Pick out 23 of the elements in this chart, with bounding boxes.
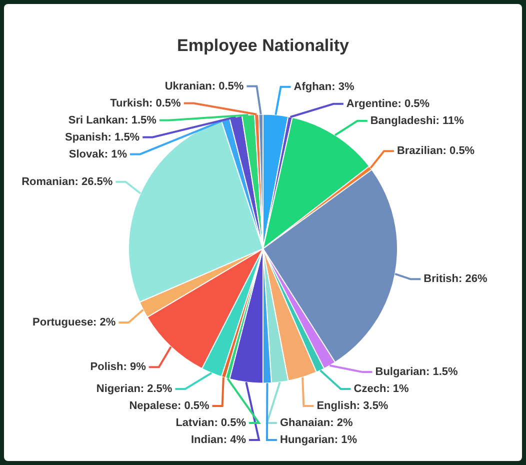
chart-title: Employee Nationality <box>177 36 350 55</box>
slice-label: Polish: 9% <box>90 361 146 374</box>
slice-label: Portuguese: 2% <box>32 316 116 329</box>
slice-label: Brazilian: 0.5% <box>396 145 475 158</box>
slice-label: Argentine: 0.5% <box>346 98 430 110</box>
slice-label: Indian: 4% <box>190 434 246 446</box>
slice-label: Spanish: 1.5% <box>65 131 140 144</box>
slice-label: Hungarian: 1% <box>280 434 358 446</box>
slice-label: Czech: 1% <box>354 383 410 396</box>
slice-label: Turkish: 0.5% <box>110 97 182 110</box>
slice-label: Ghanaian: 2% <box>280 417 353 430</box>
slice-label: Latvian: 0.5% <box>176 417 246 430</box>
slice-label: Bulgarian: 1.5% <box>375 366 458 378</box>
slice-label: Nepalese: 0.5% <box>129 400 210 412</box>
slice-label: British: 26% <box>424 273 488 286</box>
slice-label: Ukranian: 0.5% <box>164 80 244 92</box>
slice-label: Bangladeshi: 11% <box>370 114 464 127</box>
slice-label: Slovak: 1% <box>68 148 128 160</box>
slice-label: Romanian: 26.5% <box>22 176 113 188</box>
slice-label: Sri Lankan: 1.5% <box>68 114 157 126</box>
slice-label: English: 3.5% <box>316 400 388 412</box>
slice-label: Nigerian: 2.5% <box>96 383 172 396</box>
slice-label: Afghan: 3% <box>294 80 354 93</box>
